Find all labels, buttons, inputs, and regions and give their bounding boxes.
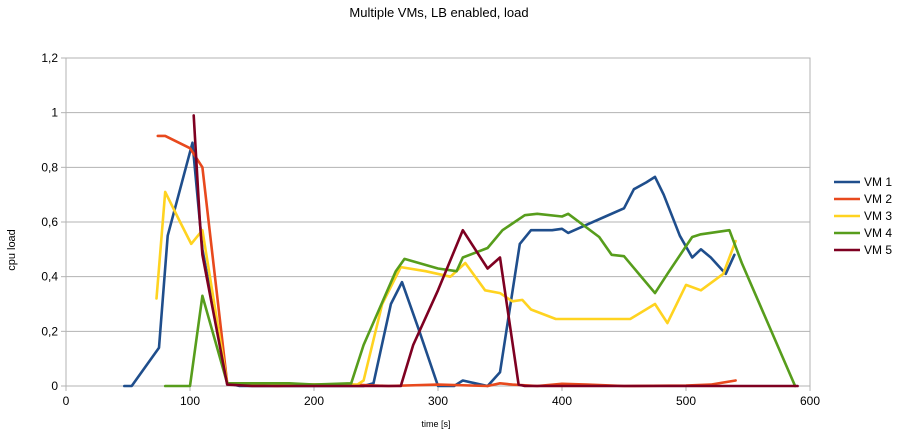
y-tick-label: 1,2: [41, 51, 58, 65]
y-tick-label: 0,2: [41, 324, 58, 338]
x-tick-labels: 0 100 200 300 400 500 600: [63, 394, 821, 408]
x-tick-label: 500: [676, 394, 696, 408]
y-tick-label: 1: [51, 106, 58, 120]
x-tick-label: 0: [63, 394, 70, 408]
x-tick-label: 100: [180, 394, 200, 408]
series-line-vm-1: [123, 141, 736, 388]
series-line-vm-2: [156, 134, 737, 388]
legend: VM 1 VM 2 VM 3 VM 4 VM 5: [834, 175, 892, 257]
chart-title: Multiple VMs, LB enabled, load: [349, 5, 528, 20]
x-axis-label: time [s]: [421, 419, 450, 429]
series-line-vm-5: [192, 114, 799, 388]
legend-label: VM 5: [864, 243, 892, 257]
y-axis-label: cpu load: [6, 229, 18, 271]
legend-label: VM 2: [864, 192, 892, 206]
y-tick-label: 0,6: [41, 215, 58, 229]
legend-label: VM 1: [864, 175, 892, 189]
y-tick-labels: 0 0,2 0,4 0,6 0,8 1 1,2: [41, 51, 58, 393]
series-lines: [123, 114, 799, 388]
y-tick-label: 0: [51, 379, 58, 393]
x-tick-label: 200: [304, 394, 324, 408]
legend-label: VM 3: [864, 209, 892, 223]
x-tick-label: 400: [552, 394, 572, 408]
grid-lines: [61, 57, 811, 391]
series-line-vm-4: [163, 212, 797, 388]
x-tick-label: 600: [800, 394, 820, 408]
x-tick-label: 300: [428, 394, 448, 408]
series-line-vm-3: [155, 190, 737, 386]
y-tick-label: 0,4: [41, 270, 58, 284]
y-tick-label: 0,8: [41, 160, 58, 174]
legend-label: VM 4: [864, 226, 892, 240]
